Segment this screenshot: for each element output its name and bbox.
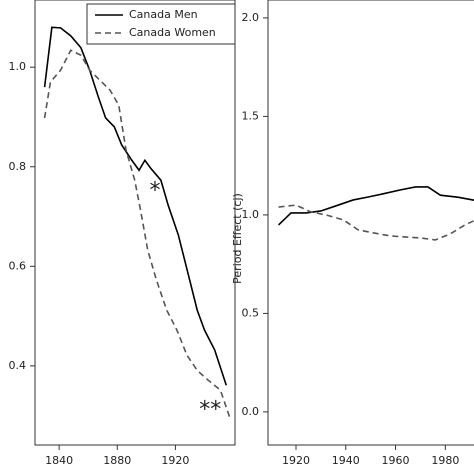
series-line: [43, 26, 228, 386]
y-tick-label: 1.0: [242, 208, 260, 221]
annotation: **: [199, 398, 221, 423]
series-line: [278, 186, 474, 226]
x-axis-label: Birth Year: [108, 472, 162, 474]
x-tick-label: 1840: [45, 454, 73, 467]
plot-frame: [267, 0, 474, 446]
y-tick-label: 2.0: [242, 11, 260, 24]
y-tick-label: 1.0: [9, 60, 27, 73]
y-tick-label: 1.5: [242, 109, 260, 122]
x-tick-label: 1920: [282, 454, 310, 467]
x-tick-label: 1920: [161, 454, 189, 467]
legend-label: Canada Men: [129, 8, 198, 21]
annotation: *: [150, 179, 161, 204]
y-tick-label: 0.4: [9, 359, 27, 372]
y-tick-label: 0.5: [242, 306, 260, 319]
y-tick-label: 0.0: [242, 405, 260, 418]
x-tick-label: 1980: [431, 454, 459, 467]
y-axis-label: Period Effect (cj): [231, 193, 244, 284]
series-line: [43, 49, 232, 421]
legend-label: Canada Women: [129, 26, 216, 39]
y-tick-label: 0.8: [9, 160, 27, 173]
x-tick-label: 1960: [382, 454, 410, 467]
x-tick-label: 1880: [103, 454, 131, 467]
y-tick-label: 0.6: [9, 259, 27, 272]
legend-frame: [86, 3, 236, 45]
plot-frame: [34, 0, 236, 446]
x-axis-label: Calendar Year: [366, 472, 443, 474]
x-tick-label: 1940: [332, 454, 360, 467]
series-line: [278, 204, 474, 241]
